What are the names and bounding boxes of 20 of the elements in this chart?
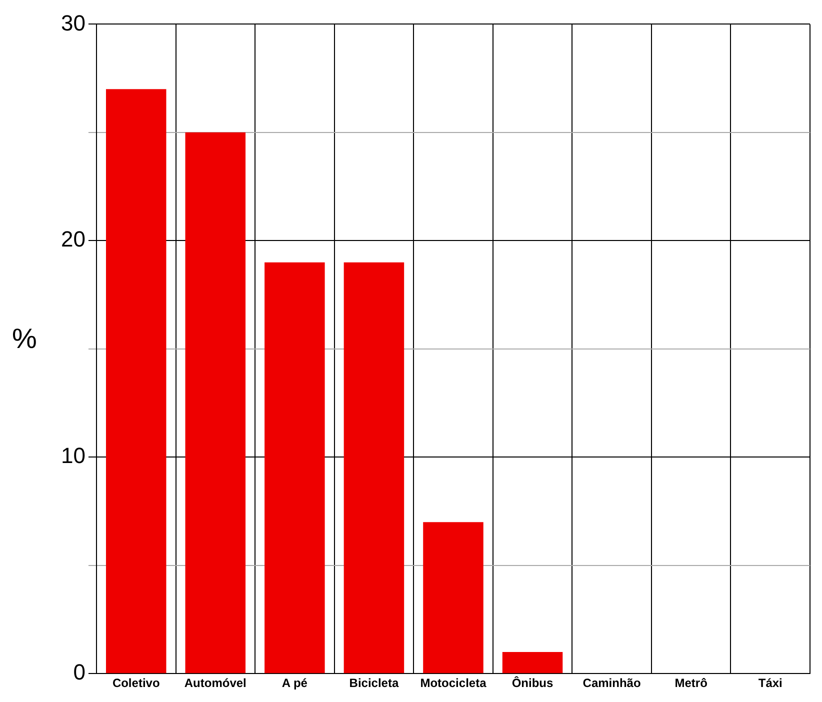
y-tick-label: 10 xyxy=(60,443,86,468)
x-tick-label: Ônibus xyxy=(512,676,554,690)
bar xyxy=(502,652,563,674)
bar xyxy=(185,132,246,674)
x-tick-label: Coletivo xyxy=(112,676,160,690)
x-tick-label: Motocicleta xyxy=(420,676,487,690)
x-tick-label: Automóvel xyxy=(184,676,246,690)
y-axis-title: % xyxy=(12,323,37,355)
bar xyxy=(264,262,325,674)
y-tick-label: 30 xyxy=(60,10,86,36)
x-tick-label: Metrô xyxy=(674,676,708,690)
y-tick-label: 20 xyxy=(60,226,86,252)
x-tick-label: A pé xyxy=(282,676,308,690)
x-tick-label: Bicicleta xyxy=(349,676,399,690)
x-tick-label: Caminhão xyxy=(582,676,641,690)
bar xyxy=(344,262,404,674)
y-tick-label: 0 xyxy=(73,660,86,685)
bar xyxy=(423,522,484,674)
bar xyxy=(106,89,166,674)
x-tick-label: Táxi xyxy=(758,676,782,690)
